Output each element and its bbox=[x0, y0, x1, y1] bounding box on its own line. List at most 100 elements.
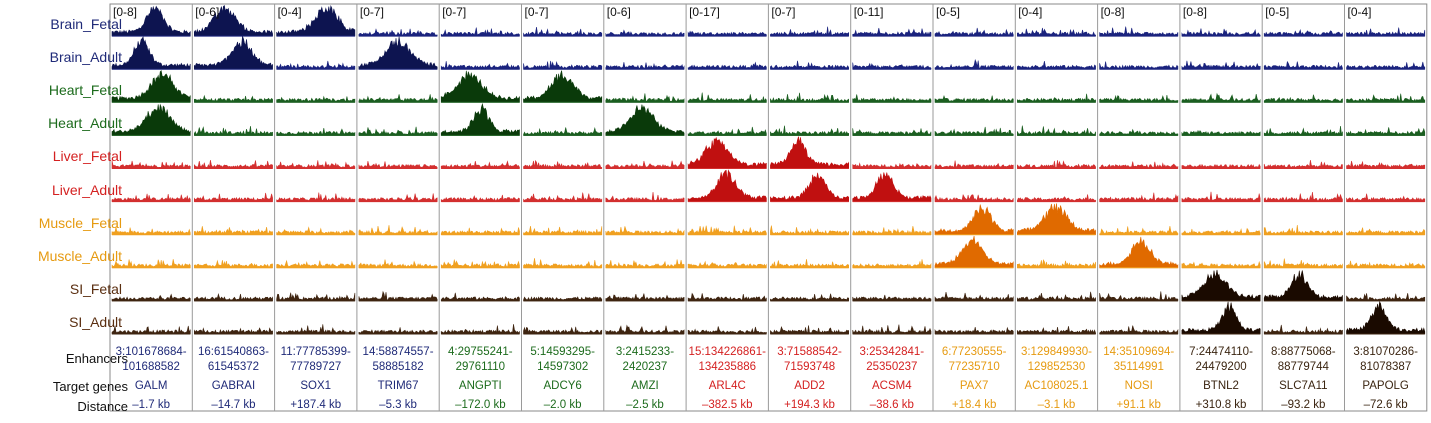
signal-track bbox=[111, 226, 191, 235]
enhancer-coord-end: 24479200 bbox=[1195, 361, 1247, 373]
signal-track bbox=[687, 225, 767, 235]
row-label: Liver_Fetal bbox=[52, 148, 122, 165]
enhancer-coord-end: 35114991 bbox=[1113, 361, 1164, 373]
target-gene: GABRAI bbox=[211, 380, 256, 392]
range-label: [0-6] bbox=[606, 5, 631, 19]
target-gene: ADD2 bbox=[794, 380, 825, 392]
distance-value: –5.3 kb bbox=[379, 399, 417, 411]
signal-track bbox=[1099, 225, 1179, 235]
signal-track bbox=[1346, 301, 1426, 335]
enhancer-coord-start: 5:14593295- bbox=[530, 346, 595, 358]
signal-track bbox=[605, 160, 685, 169]
signal-track bbox=[1099, 26, 1179, 37]
signal-track bbox=[1181, 60, 1261, 70]
signal-track bbox=[934, 193, 1014, 202]
signal-track bbox=[687, 92, 767, 103]
signal-track bbox=[1017, 125, 1096, 136]
signal-track bbox=[934, 59, 1014, 70]
signal-track bbox=[358, 36, 438, 70]
signal-track bbox=[523, 60, 603, 70]
signal-track bbox=[194, 94, 273, 103]
enhancer-coord-start: 15:134226861- bbox=[688, 346, 766, 358]
signal-track bbox=[194, 327, 273, 335]
signal-track bbox=[1346, 260, 1426, 269]
signal-track bbox=[523, 70, 603, 103]
enhancer-coord-start: 3:129849930- bbox=[1020, 346, 1092, 358]
enhancer-coord-end: 71593748 bbox=[783, 361, 836, 373]
signal-track bbox=[1263, 125, 1343, 136]
target-gene: ADCY6 bbox=[543, 380, 582, 392]
target-gene: ARL4C bbox=[708, 380, 746, 392]
row-label: Brain_Fetal bbox=[50, 16, 122, 32]
signal-track bbox=[276, 324, 356, 335]
signal-track bbox=[687, 126, 767, 136]
signal-track bbox=[1181, 92, 1261, 103]
enhancer-coord-end: 14597302 bbox=[537, 361, 589, 373]
signal-track bbox=[1017, 93, 1096, 103]
distance-value: +187.4 kb bbox=[290, 399, 342, 411]
signal-track bbox=[770, 225, 849, 235]
distance-value: –72.6 kb bbox=[1363, 399, 1408, 411]
signal-track bbox=[770, 92, 849, 103]
range-label: [0-4] bbox=[277, 5, 302, 19]
signal-track bbox=[440, 102, 520, 136]
signal-track bbox=[605, 62, 685, 70]
signal-track bbox=[1346, 93, 1426, 103]
signal-track bbox=[852, 294, 932, 302]
signal-track bbox=[1017, 326, 1096, 335]
signal-track bbox=[934, 326, 1014, 335]
signal-track bbox=[605, 293, 685, 302]
distance-value: +18.4 kb bbox=[951, 399, 997, 411]
signal-track bbox=[194, 259, 273, 269]
enhancer-coord-end: 101688582 bbox=[122, 361, 180, 373]
signal-track bbox=[1181, 301, 1261, 335]
signal-track bbox=[1181, 260, 1261, 269]
signal-track bbox=[358, 94, 438, 103]
signal-track bbox=[440, 27, 520, 37]
signal-track bbox=[358, 327, 438, 335]
signal-track bbox=[605, 192, 685, 202]
signal-track bbox=[852, 128, 932, 136]
range-label: [0-4] bbox=[1347, 5, 1372, 19]
enhancer-coord-end: 129852530 bbox=[1027, 361, 1086, 373]
distance-value: –1.7 kb bbox=[132, 399, 171, 411]
signal-track bbox=[1263, 60, 1343, 70]
distance-value: +194.3 kb bbox=[784, 399, 835, 411]
signal-track bbox=[1346, 193, 1426, 202]
target-gene: NOSI bbox=[1124, 380, 1153, 392]
distance-value: –93.2 kb bbox=[1281, 399, 1326, 411]
range-label: [0-8] bbox=[113, 5, 138, 19]
distance-value: –172.0 kb bbox=[455, 399, 506, 411]
enhancer-coord-end: 61545372 bbox=[207, 361, 260, 373]
signal-track bbox=[276, 292, 356, 302]
range-label: [0-4] bbox=[1018, 5, 1043, 19]
enhancer-coord-end: 77789727 bbox=[290, 361, 342, 373]
enhancer-coord-start: 3:2415233- bbox=[615, 346, 675, 358]
signal-track bbox=[276, 127, 356, 136]
signal-track bbox=[523, 226, 603, 235]
signal-track bbox=[194, 192, 273, 202]
signal-track bbox=[440, 160, 520, 169]
distance-value: –382.5 kb bbox=[701, 399, 753, 411]
signal-track bbox=[1346, 127, 1426, 136]
signal-track bbox=[1099, 192, 1179, 202]
enhancer-coord-start: 14:35109694- bbox=[1103, 346, 1175, 358]
signal-track bbox=[770, 293, 849, 302]
signal-track bbox=[194, 160, 273, 169]
signal-track bbox=[440, 70, 520, 103]
signal-track bbox=[1181, 28, 1261, 37]
signal-track bbox=[276, 160, 356, 169]
signal-track bbox=[1346, 293, 1426, 302]
signal-track bbox=[934, 27, 1014, 37]
signal-track bbox=[687, 30, 767, 37]
signal-track bbox=[1181, 129, 1261, 136]
signal-track bbox=[770, 125, 849, 136]
signal-track bbox=[687, 169, 767, 202]
distance-value: –3.1 kb bbox=[1037, 399, 1076, 411]
signal-track bbox=[934, 94, 1014, 103]
signal-track bbox=[523, 126, 603, 136]
signal-track bbox=[276, 95, 356, 103]
signal-track bbox=[770, 26, 849, 37]
enhancer-coord-end: 25350237 bbox=[866, 361, 918, 373]
signal-track bbox=[523, 159, 603, 169]
